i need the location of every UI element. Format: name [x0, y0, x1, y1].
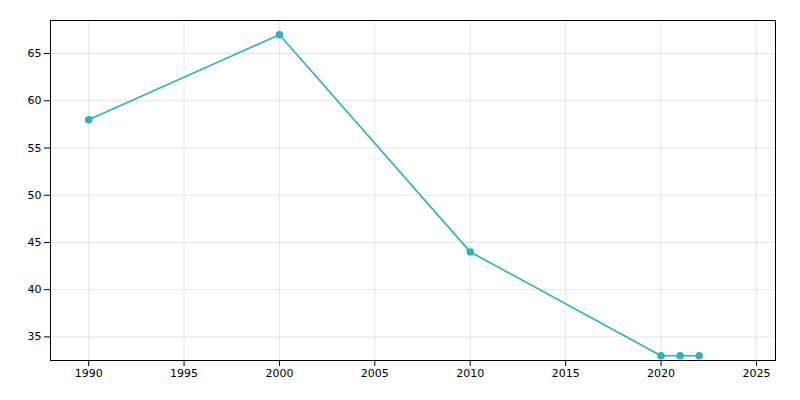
svg-text:2025: 2025	[742, 367, 770, 380]
svg-text:65: 65	[28, 47, 42, 60]
svg-text:1995: 1995	[170, 367, 198, 380]
svg-text:50: 50	[28, 189, 42, 202]
svg-text:1990: 1990	[75, 367, 103, 380]
svg-text:2000: 2000	[265, 367, 293, 380]
svg-text:2005: 2005	[361, 367, 389, 380]
svg-text:40: 40	[28, 283, 42, 296]
svg-text:45: 45	[28, 236, 42, 249]
svg-text:2020: 2020	[647, 367, 675, 380]
svg-text:2010: 2010	[456, 367, 484, 380]
svg-text:35: 35	[28, 330, 42, 343]
svg-text:60: 60	[28, 94, 42, 107]
svg-text:55: 55	[28, 142, 42, 155]
svg-text:2015: 2015	[552, 367, 580, 380]
